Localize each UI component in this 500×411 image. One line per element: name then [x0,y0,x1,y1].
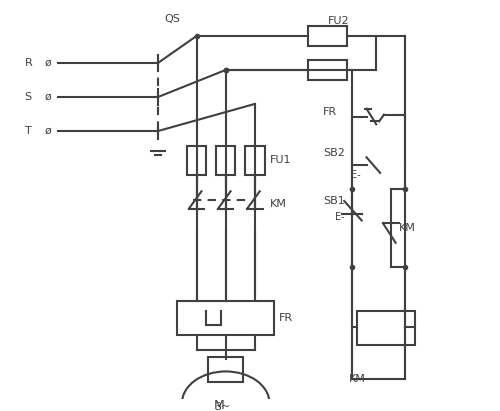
Text: KM: KM [270,199,286,209]
Text: KM: KM [398,223,415,233]
Text: ø: ø [44,126,51,136]
Text: S: S [24,92,32,102]
Text: SB1: SB1 [323,196,344,206]
Text: R: R [24,58,32,68]
Text: 3~: 3~ [214,402,230,411]
Text: KM: KM [348,374,366,384]
Bar [357,311,415,345]
Bar [208,357,243,382]
Text: T: T [24,126,32,136]
Text: FU2: FU2 [328,16,349,26]
Text: QS: QS [164,14,180,24]
Text: M: M [214,399,225,411]
Bar [216,145,236,175]
Text: E-: E- [351,170,360,180]
Bar [308,26,347,46]
Text: ø: ø [44,92,51,102]
Text: E-: E- [336,212,345,222]
Text: FR: FR [323,107,337,117]
Bar [177,301,274,335]
Bar [245,145,264,175]
Text: ø: ø [44,58,51,68]
Text: FR: FR [279,312,293,323]
Text: FU1: FU1 [270,155,291,165]
Text: SB2: SB2 [323,148,344,158]
Bar [308,60,347,80]
Bar [187,145,206,175]
